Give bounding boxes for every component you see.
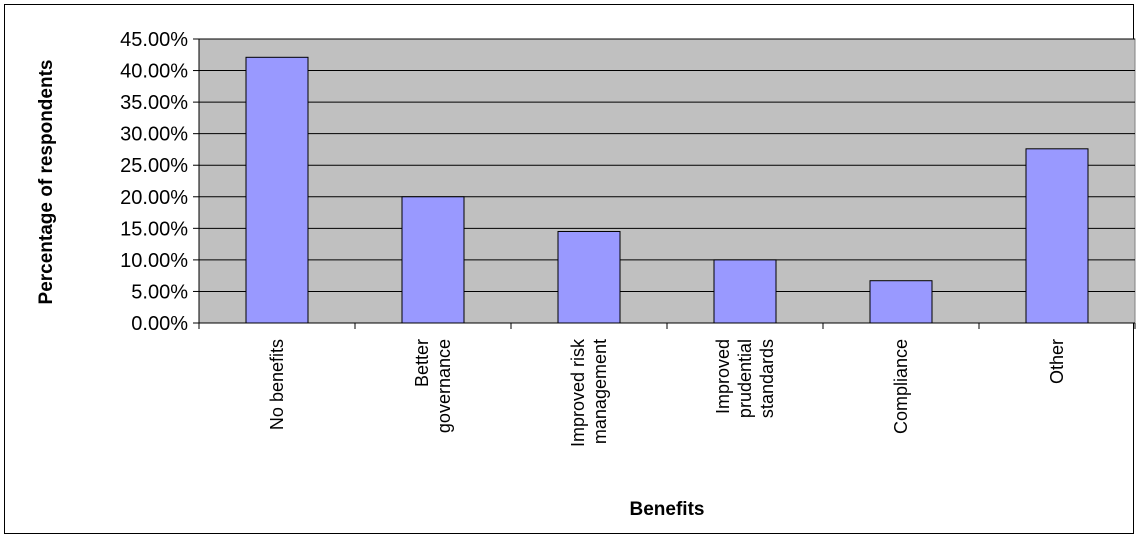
plot-area bbox=[198, 38, 1136, 324]
y-tick-label: 20.00% bbox=[120, 187, 188, 209]
x-tick-label-line: prudential bbox=[735, 339, 755, 418]
y-axis: 0.00% 5.00% 10.00% 15.00% 20.00% 25.00% 30.00%… bbox=[120, 29, 200, 335]
bar bbox=[557, 230, 621, 324]
bar bbox=[1025, 148, 1089, 324]
x-tick-label-line: No benefits bbox=[267, 339, 287, 430]
y-tick-label: 35.00% bbox=[120, 92, 188, 114]
gridlines bbox=[199, 38, 1135, 292]
y-tick-label: 10.00% bbox=[120, 250, 188, 272]
bar bbox=[713, 259, 777, 324]
y-tick-label: 40.00% bbox=[120, 61, 188, 83]
x-tick-label-line: Improved risk bbox=[568, 338, 588, 447]
x-tick-label: No benefits bbox=[267, 339, 287, 430]
y-axis-title: Percentage of respondents bbox=[36, 60, 57, 305]
x-tick-label-line: Other bbox=[1047, 339, 1067, 384]
x-tick-label: Improved prudential standards bbox=[713, 339, 777, 418]
y-tick-label: 45.00% bbox=[120, 29, 188, 51]
x-axis: No benefits Better governance Improved risk… bbox=[198, 322, 1136, 447]
x-tick-label-line: Improved bbox=[713, 339, 733, 414]
y-tick-label: 5.00% bbox=[131, 281, 188, 303]
x-tick-label-line: Compliance bbox=[891, 339, 911, 434]
y-tick-label: 30.00% bbox=[120, 124, 188, 146]
bar bbox=[401, 196, 465, 324]
x-tick-label: Compliance bbox=[891, 339, 911, 434]
x-tick-label-line: Better bbox=[412, 339, 432, 387]
x-tick-label: Better governance bbox=[412, 339, 454, 433]
x-tick-label-line: governance bbox=[434, 339, 454, 433]
x-tick-label-line: standards bbox=[757, 339, 777, 418]
bars bbox=[245, 56, 1089, 324]
bar bbox=[245, 56, 309, 324]
y-tick-label: 25.00% bbox=[120, 155, 188, 177]
x-tick-label: Improved risk management bbox=[568, 338, 610, 447]
x-tick-label: Other bbox=[1047, 339, 1067, 384]
x-axis-title: Benefits bbox=[630, 499, 705, 520]
x-tick-label-line: management bbox=[590, 339, 610, 444]
bar bbox=[869, 280, 933, 324]
y-tick-label: 15.00% bbox=[120, 218, 188, 240]
y-tick-label: 0.00% bbox=[131, 313, 188, 335]
